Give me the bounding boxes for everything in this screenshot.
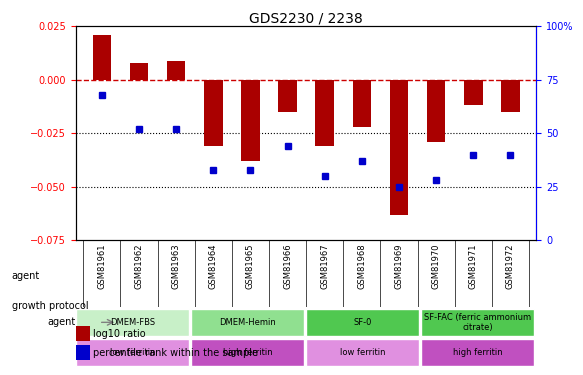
Bar (427, 80, 445, 142)
Bar (278, 80, 297, 112)
Bar (167, 60, 185, 80)
FancyBboxPatch shape (76, 339, 189, 366)
FancyBboxPatch shape (76, 309, 189, 336)
FancyBboxPatch shape (421, 309, 535, 336)
Text: percentile rank within the sample: percentile rank within the sample (93, 348, 258, 357)
Text: high ferritin: high ferritin (223, 348, 272, 357)
Text: low ferritin: low ferritin (110, 348, 155, 357)
FancyBboxPatch shape (306, 339, 419, 366)
Text: GSM81962: GSM81962 (135, 244, 143, 289)
Text: GSM81963: GSM81963 (171, 244, 181, 290)
Bar (315, 80, 334, 146)
Text: GSM81969: GSM81969 (395, 244, 403, 289)
FancyBboxPatch shape (191, 309, 304, 336)
Bar (464, 80, 483, 105)
Text: GSM81970: GSM81970 (431, 244, 441, 289)
Text: GSM81965: GSM81965 (246, 244, 255, 289)
Text: GSM81964: GSM81964 (209, 244, 217, 289)
Text: SF-FAC (ferric ammonium
citrate): SF-FAC (ferric ammonium citrate) (424, 313, 531, 332)
Bar (353, 80, 371, 127)
Bar (501, 80, 519, 112)
Text: log10 ratio: log10 ratio (93, 329, 146, 339)
Text: GSM81972: GSM81972 (506, 244, 515, 289)
Text: DMEM-Hemin: DMEM-Hemin (219, 318, 276, 327)
Text: agent: agent (12, 271, 40, 280)
Text: low ferritin: low ferritin (340, 348, 385, 357)
Bar (93, 35, 111, 80)
Title: GDS2230 / 2238: GDS2230 / 2238 (249, 11, 363, 25)
Bar (389, 80, 408, 214)
Text: GSM81961: GSM81961 (97, 244, 106, 289)
Text: GSM81967: GSM81967 (320, 244, 329, 290)
FancyBboxPatch shape (421, 339, 535, 366)
Text: growth protocol: growth protocol (12, 301, 88, 310)
Bar (241, 80, 259, 161)
Text: high ferritin: high ferritin (453, 348, 503, 357)
Bar (129, 63, 148, 80)
Text: GSM81966: GSM81966 (283, 244, 292, 290)
Bar (204, 80, 223, 146)
Text: DMEM-FBS: DMEM-FBS (110, 318, 155, 327)
FancyBboxPatch shape (306, 309, 419, 336)
Text: GSM81968: GSM81968 (357, 244, 366, 290)
Text: SF-0: SF-0 (353, 318, 372, 327)
FancyBboxPatch shape (191, 339, 304, 366)
Text: agent: agent (48, 317, 76, 327)
Text: GSM81971: GSM81971 (469, 244, 477, 289)
